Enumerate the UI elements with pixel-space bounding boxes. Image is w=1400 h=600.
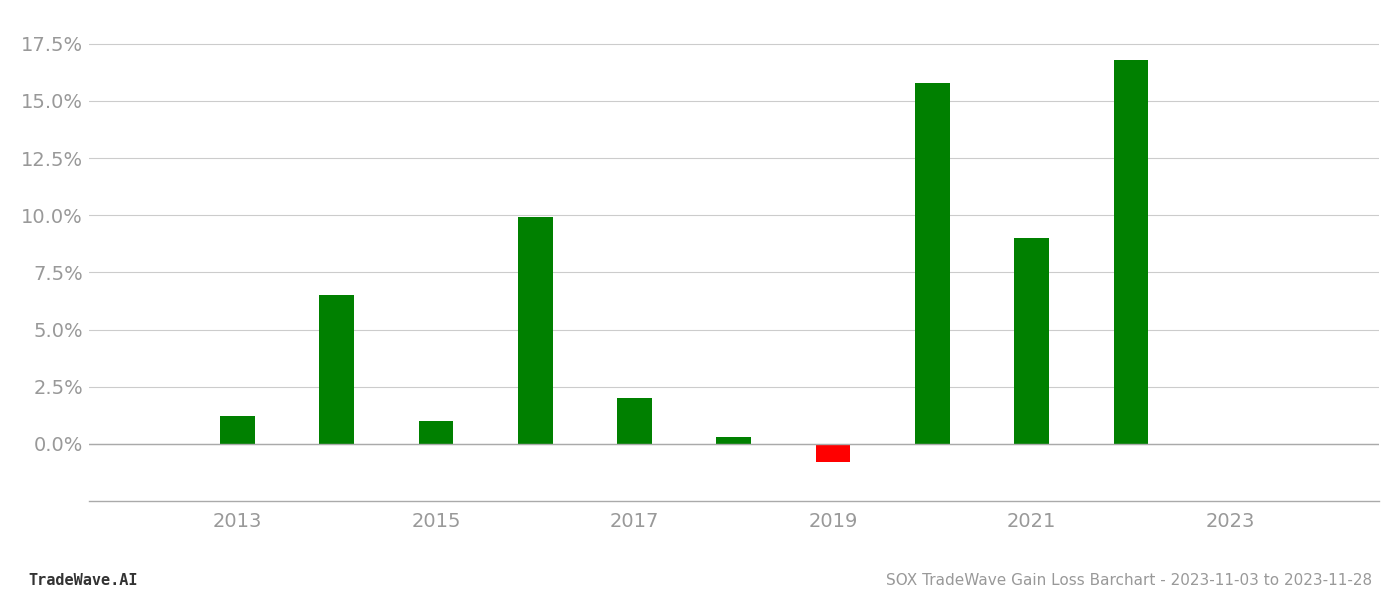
Text: TradeWave.AI: TradeWave.AI [28, 573, 137, 588]
Bar [220, 416, 255, 444]
Bar [1113, 60, 1148, 444]
Text: SOX TradeWave Gain Loss Barchart - 2023-11-03 to 2023-11-28: SOX TradeWave Gain Loss Barchart - 2023-… [886, 573, 1372, 588]
Bar [617, 398, 652, 444]
Bar [916, 83, 949, 444]
Bar [319, 295, 354, 444]
Bar [816, 444, 850, 462]
Bar [419, 421, 454, 444]
Bar [1015, 238, 1049, 444]
Bar [717, 437, 752, 444]
Bar [518, 217, 553, 444]
